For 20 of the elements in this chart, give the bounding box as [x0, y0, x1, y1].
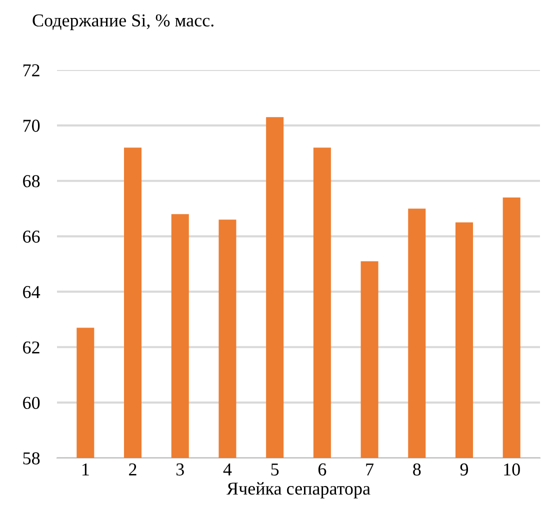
x-tick-label: 2: [129, 463, 136, 476]
x-tick-label: 4: [223, 464, 232, 476]
x-tick-label: 8: [413, 463, 421, 476]
x-tick-label: 7: [366, 464, 374, 476]
x-tick-label: 9: [460, 463, 468, 476]
y-tick-label: 62: [23, 341, 40, 354]
y-tick-label: 58: [23, 452, 40, 464]
y-tick-label: 66: [23, 230, 40, 243]
y-axis-title: Содержание Si, % масс.: [32, 14, 214, 30]
y-tick-label: 68: [23, 175, 40, 188]
y-tick-label: 70: [23, 120, 40, 132]
y-tick-label: 64: [23, 286, 40, 298]
x-tick-label: 1: [82, 463, 89, 476]
y-tick-label: 60: [23, 396, 40, 410]
x-axis-title: Ячейка сепаратора: [226, 482, 370, 498]
x-tick-label: 3: [176, 463, 184, 476]
x-tick-label: 6: [318, 463, 326, 476]
x-tick-label: 10: [504, 463, 520, 476]
x-tick-label: 5: [271, 464, 279, 476]
y-tick-label: 72: [23, 64, 40, 76]
